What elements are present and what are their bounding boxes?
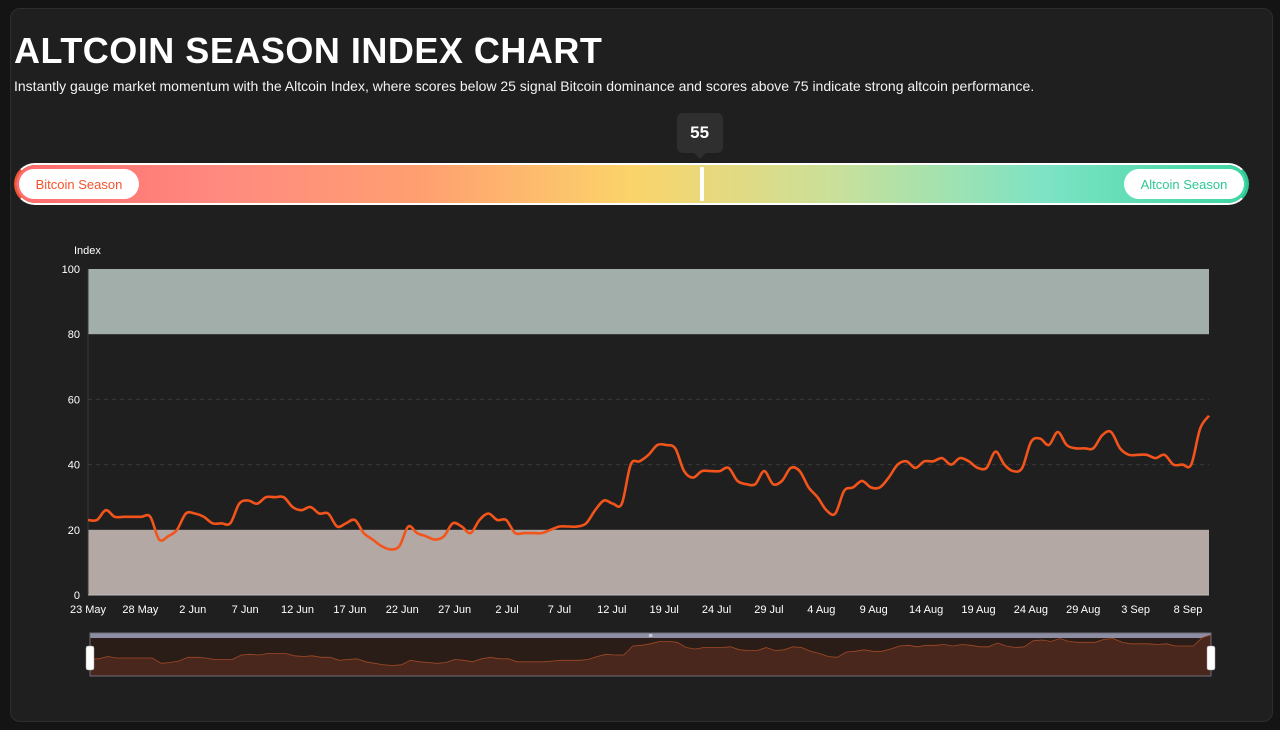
slider-handle-right[interactable] (1206, 645, 1216, 671)
x-tick-label: 23 May (70, 604, 107, 616)
y-tick-label: 40 (68, 460, 80, 472)
band-1 (88, 529, 1209, 595)
gauge-marker (699, 167, 704, 201)
y-tick-label: 20 (68, 525, 80, 537)
x-tick-label: 19 Jul (650, 604, 679, 616)
page-title: ALTCOIN SEASON INDEX CHART (14, 30, 603, 71)
y-axis-label: Index (74, 245, 101, 257)
x-tick-label: 7 Jun (232, 604, 259, 616)
band-0 (88, 269, 1209, 335)
x-tick-label: 7 Jul (548, 604, 571, 616)
chart-card (10, 8, 1273, 722)
index-value-tooltip: 55 (676, 113, 723, 153)
x-tick-label: 3 Sep (1121, 604, 1150, 616)
x-tick-label: 19 Aug (961, 604, 995, 616)
slider-mini-area (89, 634, 1212, 677)
x-tick-label: 24 Aug (1014, 604, 1048, 616)
tooltip-pointer (693, 153, 706, 159)
x-tick-label: 17 Jun (333, 604, 366, 616)
y-tick-label: 60 (68, 394, 80, 406)
slider-drag-grip[interactable]: ≡ (648, 633, 652, 640)
index-line (87, 414, 1211, 551)
slider-handle-left[interactable] (85, 645, 95, 671)
season-gauge: Bitcoin Season Altcoin Season (14, 163, 1249, 205)
gauge-gradient (16, 165, 1247, 203)
x-tick-label: 4 Aug (807, 604, 835, 616)
altcoin-season-label: Altcoin Season (1124, 169, 1244, 199)
x-tick-label: 24 Jul (702, 604, 731, 616)
slider-track[interactable] (90, 633, 1211, 638)
x-tick-label: 28 May (122, 604, 159, 616)
y-tick-label: 100 (62, 264, 80, 276)
x-tick-label: 27 Jun (438, 604, 471, 616)
bitcoin-season-label: Bitcoin Season (19, 169, 139, 199)
x-tick-label: 2 Jul (495, 604, 518, 616)
x-tick-label: 22 Jun (386, 604, 419, 616)
page-subtitle: Instantly gauge market momentum with the… (14, 78, 1035, 94)
y-tick-label: 0 (74, 590, 80, 602)
x-tick-label: 12 Jun (281, 604, 314, 616)
x-tick-label: 14 Aug (909, 604, 943, 616)
x-tick-label: 29 Aug (1066, 604, 1100, 616)
x-tick-label: 2 Jun (179, 604, 206, 616)
x-tick-label: 8 Sep (1174, 604, 1203, 616)
x-tick-label: 9 Aug (860, 604, 888, 616)
x-tick-label: 12 Jul (597, 604, 626, 616)
y-tick-label: 80 (68, 329, 80, 341)
x-tick-label: 29 Jul (754, 604, 783, 616)
